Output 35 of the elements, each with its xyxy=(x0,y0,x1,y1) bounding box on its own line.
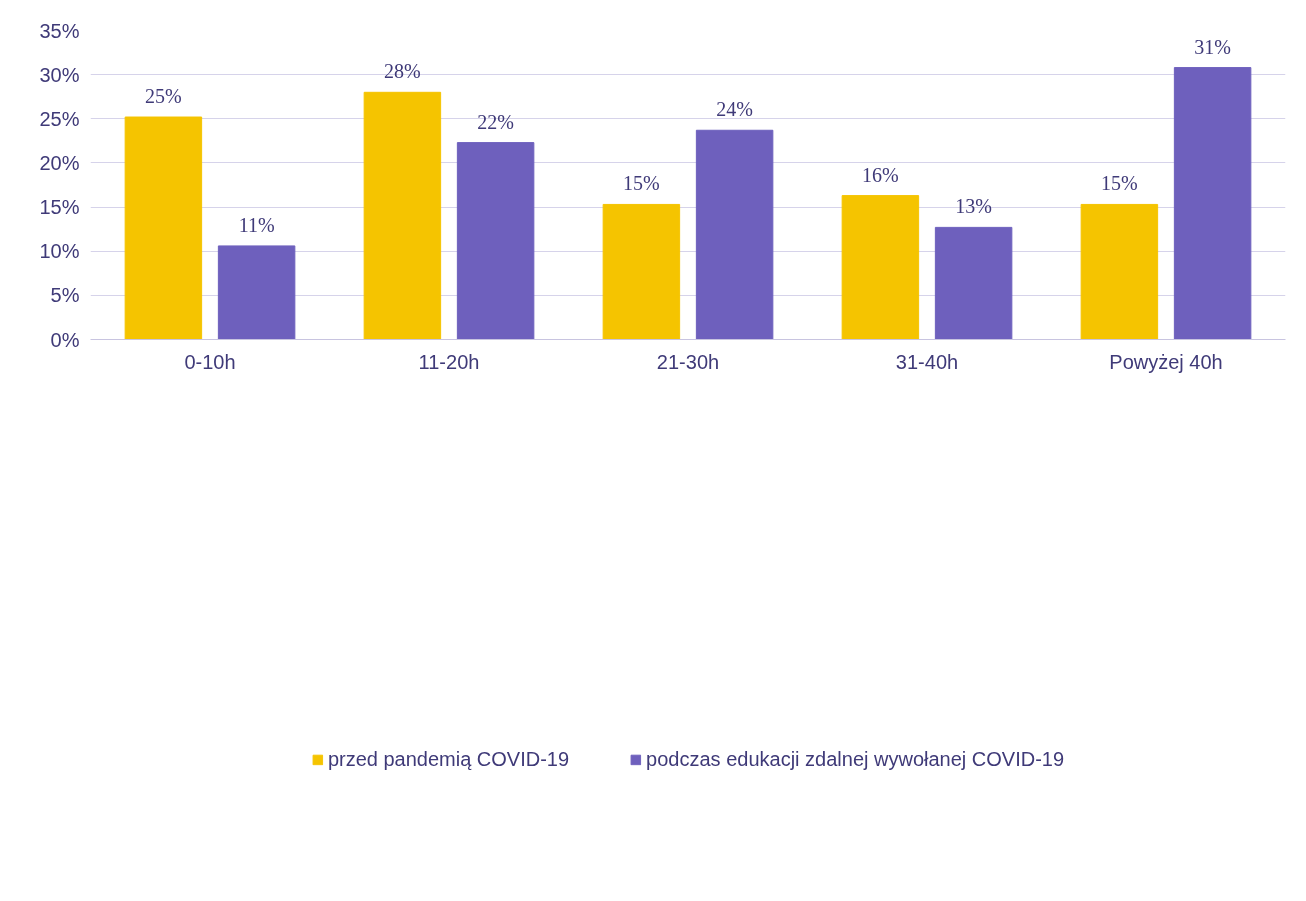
data-label: 11% xyxy=(238,213,275,236)
data-label: 24% xyxy=(716,98,753,121)
data-label: 28% xyxy=(384,60,421,83)
y-tick-label: 35% xyxy=(39,19,80,42)
data-label: 31% xyxy=(1194,35,1231,58)
bar xyxy=(602,203,681,340)
bar xyxy=(841,195,920,340)
x-tick-label: 21-30h xyxy=(656,350,720,373)
data-label: 13% xyxy=(955,195,992,218)
bar xyxy=(934,226,1013,340)
data-label: 22% xyxy=(477,110,514,133)
y-tick-label: 25% xyxy=(39,107,80,130)
data-label: 15% xyxy=(1101,172,1138,195)
bar xyxy=(363,91,442,340)
y-tick-label: 20% xyxy=(39,151,80,174)
bar xyxy=(217,245,296,340)
bar xyxy=(456,142,535,340)
x-tick-label: Powyżej 40h xyxy=(1109,350,1223,373)
y-tick-label: 30% xyxy=(39,63,80,86)
y-tick-label: 0% xyxy=(50,328,80,351)
bar xyxy=(124,116,203,340)
bar xyxy=(1173,67,1252,340)
bar xyxy=(695,129,774,340)
legend-label: podczas edukacji zdalnej wywołanej COVID-19 xyxy=(646,747,1065,771)
x-tick-label: 0-10h xyxy=(184,350,236,373)
data-label: 25% xyxy=(145,85,182,108)
y-tick-label: 5% xyxy=(50,284,80,307)
data-label: 16% xyxy=(862,163,899,186)
y-tick-label: 15% xyxy=(39,196,80,219)
x-tick-label: 31-40h xyxy=(895,350,959,373)
legend-label: przed pandemią COVID-19 xyxy=(327,747,570,771)
bar xyxy=(1080,203,1159,340)
y-tick-label: 10% xyxy=(39,240,80,263)
x-tick-label: 11-20h xyxy=(418,350,480,373)
data-label: 15% xyxy=(623,172,660,195)
